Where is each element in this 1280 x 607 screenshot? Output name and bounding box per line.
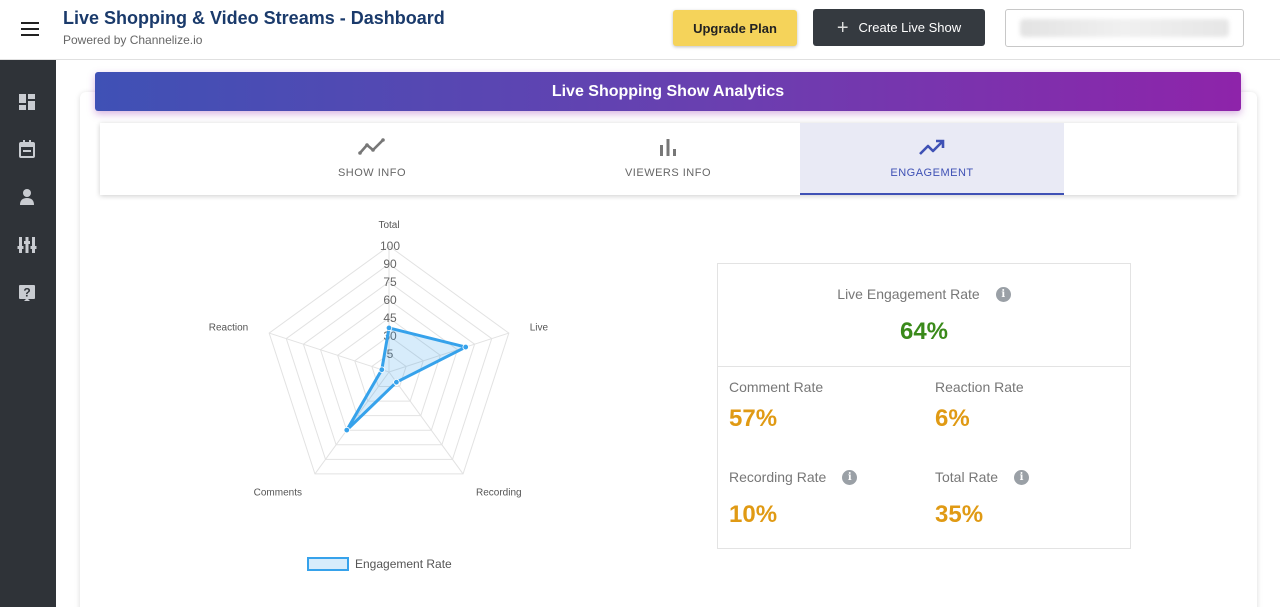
chart-legend[interactable]: Engagement Rate [307,557,452,571]
info-icon[interactable]: i [1014,469,1030,485]
recording-rate-value: 10% [729,501,778,528]
radar-spoke [269,332,390,373]
radar-axis-label: Reaction [209,322,248,333]
calendar-icon[interactable] [17,139,37,159]
sliders-icon[interactable] [17,235,37,255]
comment-rate-cell: Comment Rate 57% [729,379,823,433]
radar-grid-ring [337,317,441,417]
bar-chart-icon [660,139,676,156]
app-title: Live Shopping & Video Streams - Dashboar… [63,8,445,28]
trending-up-icon [919,139,945,155]
analytics-title: Live Shopping Show Analytics [551,82,785,100]
radar-data-point [385,324,393,332]
reaction-rate-cell: Reaction Rate 6% [935,379,1024,433]
tab-show-info[interactable]: SHOW INFO [240,123,504,195]
live-engagement-label: Live Engagement Rate [837,286,980,302]
analytics-banner: Live Shopping Show Analytics [95,72,1241,111]
analytics-tabs: SHOW INFO VIEWERS INFO ENGAGEMENT [100,123,1237,195]
tab-viewers-info[interactable]: VIEWERS INFO [536,123,800,195]
radar-tick-label: 100 [380,239,400,253]
comment-rate-value: 57% [729,405,778,432]
info-icon[interactable]: i [995,286,1011,302]
radar-grid-ring [371,353,407,388]
search-input[interactable] [1005,9,1244,47]
radar-data-point [343,426,350,434]
radar-tick-label: 45 [383,311,397,325]
live-engagement-section: Live Engagement Rate i 64% [718,264,1130,367]
create-live-show-button[interactable]: + Create Live Show [813,9,985,46]
user-icon[interactable] [17,187,37,207]
reaction-rate-value: 6% [935,405,970,432]
svg-text:?: ? [23,286,30,300]
help-icon[interactable]: ? [17,283,37,303]
recording-rate-cell: Recording Rate i 10% [729,469,858,529]
radar-axis-label: Comments [254,488,302,499]
recording-rate-label: Recording Rate [729,469,827,485]
radar-tick-label: 75 [383,275,397,289]
radar-grid-ring [268,245,510,475]
sidebar: ? [0,60,56,607]
info-icon[interactable]: i [842,469,858,485]
tab-engagement[interactable]: ENGAGEMENT [800,123,1064,195]
legend-label: Engagement Rate [355,557,452,571]
tab-viewers-info-label: VIEWERS INFO [624,167,712,179]
tab-show-info-label: SHOW INFO [337,167,407,179]
radar-axis-label: Live [530,322,549,333]
live-engagement-value: 64% [899,318,949,345]
total-rate-label: Total Rate [935,469,999,485]
line-chart-icon [358,138,385,155]
legend-swatch [307,557,349,571]
radar-axis-label: Total [378,220,399,231]
create-live-show-label: Create Live Show [858,20,962,35]
radar-data-point [462,343,469,351]
radar-svg: 53045607590100TotalLiveRecordingComments… [209,220,549,499]
radar-tick-label: 5 [387,347,394,361]
radar-data-point [393,378,400,386]
radar-tick-label: 60 [383,293,397,307]
app-subtitle: Powered by Channelize.io [63,33,203,47]
engagement-stats-panel: Live Engagement Rate i 64% Comment Rate … [717,263,1131,549]
tab-engagement-label: ENGAGEMENT [890,167,974,179]
radar-axis-label: Recording [476,488,522,499]
total-rate-cell: Total Rate i 35% [935,469,1030,529]
radar-spoke [388,371,464,475]
radar-series-area [345,326,468,432]
comment-rate-label: Comment Rate [729,379,824,395]
reaction-rate-label: Reaction Rate [935,379,1024,395]
blurred-field-content [1020,19,1229,37]
radar-grid-ring [302,281,476,446]
engagement-radar-chart: 53045607590100TotalLiveRecordingComments… [200,220,549,580]
upgrade-plan-button[interactable]: Upgrade Plan [673,10,797,46]
title-block: Live Shopping & Video Streams - Dashboar… [63,8,445,47]
top-header: Live Shopping & Video Streams - Dashboar… [0,0,1280,60]
radar-spoke [388,332,509,373]
radar-grid-ring [285,263,493,460]
menu-icon[interactable] [18,18,42,42]
radar-grid-ring [354,335,424,402]
plus-icon: + [836,16,849,39]
radar-tick-label: 90 [383,257,397,271]
dashboard-icon[interactable] [17,92,37,112]
total-rate-value: 35% [935,501,984,528]
radar-data-point [378,366,386,373]
